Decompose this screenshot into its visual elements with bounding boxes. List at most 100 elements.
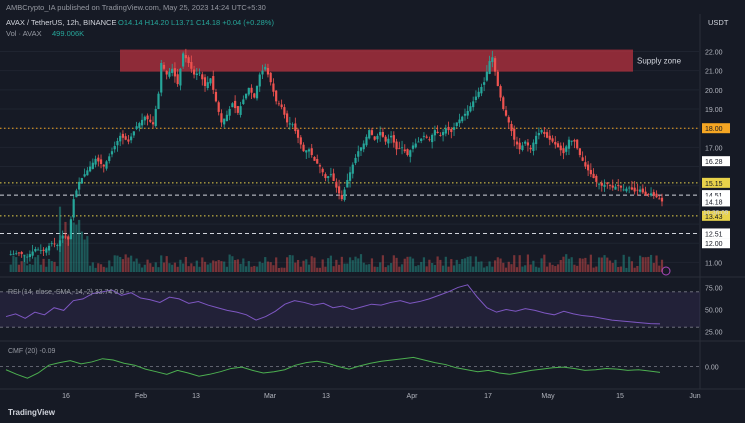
candle-body (370, 130, 374, 135)
candle-body (647, 193, 650, 195)
volume-bar (47, 258, 51, 272)
volume-bar (496, 257, 499, 272)
time-tick-label: Mar (264, 393, 277, 400)
volume-bar (182, 263, 185, 272)
volume-bar (474, 256, 478, 272)
candle-body (154, 109, 157, 126)
volume-bar (124, 254, 127, 272)
candle-body (130, 136, 133, 141)
candle-body (524, 141, 527, 144)
volume-bar (83, 239, 86, 272)
volume-bar (452, 265, 456, 272)
candle-body (381, 132, 384, 137)
volume-bar (242, 258, 245, 272)
candle-body (31, 251, 34, 256)
candle-body (392, 135, 395, 143)
volume-bar (234, 260, 237, 272)
candle-body (179, 68, 182, 86)
candle-body (562, 148, 565, 154)
volume-bar (130, 255, 133, 272)
candle-body (239, 106, 242, 115)
candle-body (455, 122, 458, 127)
volume-bar (584, 257, 587, 272)
volume-bar (639, 255, 642, 272)
volume-bar (414, 266, 417, 272)
volume-value: 499.006K (52, 29, 84, 38)
volume-bar (425, 266, 428, 272)
candle-body (305, 150, 308, 153)
volume-bar (499, 258, 502, 272)
event-marker-icon[interactable] (661, 266, 671, 276)
volume-bar (192, 266, 196, 272)
candle-body (61, 235, 64, 239)
volume-bar (151, 266, 155, 272)
candle-body (162, 64, 166, 69)
candle-body (151, 122, 155, 125)
candle-body (296, 129, 300, 138)
candle-body (584, 162, 587, 167)
volume-bar (567, 258, 571, 272)
time-tick-label: Feb (135, 393, 147, 400)
volume-bar (513, 255, 516, 272)
price-axis[interactable]: 22.00 21.00 20.00 19.00 18.00 17.00 16.28 15.15… (702, 50, 730, 268)
candle-body (485, 71, 488, 81)
volume-bar (299, 266, 302, 272)
volume-bar (94, 267, 97, 272)
candle-body (452, 127, 456, 130)
candle-body (275, 90, 278, 102)
volume-bar (379, 262, 382, 272)
volume-bar (69, 220, 73, 272)
candle-body (195, 73, 198, 76)
candle-body (420, 138, 423, 142)
volume-bar (173, 262, 177, 272)
volume-bar (644, 257, 647, 272)
volume-bar (431, 263, 434, 272)
volume-bar (504, 267, 508, 272)
volume-bar (592, 267, 595, 272)
price-label-badge (702, 238, 730, 249)
volume-bar (286, 257, 289, 272)
volume-bar (581, 258, 584, 272)
volume-bar (140, 267, 144, 272)
volume-bar (206, 264, 209, 272)
candle-body (206, 82, 209, 89)
time-tick-label: 13 (322, 393, 330, 400)
candle-body (318, 165, 322, 167)
supply-zone-box[interactable] (120, 49, 633, 72)
candle-body (64, 236, 67, 238)
candle-body (47, 245, 51, 251)
candle-body (203, 77, 207, 87)
candle-body (83, 174, 86, 177)
candle-body (286, 113, 289, 123)
volume-bar (597, 257, 601, 272)
volume-bar (108, 260, 111, 272)
candle-body (253, 93, 256, 98)
volume-bar (400, 264, 404, 272)
candle-body (244, 93, 248, 99)
time-axis[interactable]: 16 Feb 13 Mar 13 Apr 17 May 15 Jun (62, 393, 701, 400)
candle-body (67, 236, 70, 240)
volume-bar (406, 256, 409, 272)
price-tick-label: 19.00 (705, 107, 723, 114)
candle-body (433, 130, 436, 136)
published-line: AMBCrypto_IA published on TradingView.co… (6, 3, 266, 12)
volume-bar (614, 259, 617, 272)
volume-bar (209, 263, 212, 272)
volume-bar (548, 262, 551, 272)
price-tick-label: 18.00 (705, 126, 723, 133)
candle-body (146, 115, 149, 120)
candle-body (660, 197, 664, 202)
cmf-tick-label: 0.00 (705, 365, 719, 372)
volume-bar (354, 256, 357, 272)
volume-bar (573, 264, 576, 272)
volume-bar (450, 259, 453, 272)
volume-bar (261, 262, 264, 272)
candle-body (447, 126, 450, 131)
price-tick-label: 11.00 (705, 260, 722, 267)
volume-bar (403, 258, 406, 272)
candle-body (472, 101, 475, 108)
candle-body (343, 189, 346, 200)
candle-body (348, 172, 352, 181)
volume-bar (116, 255, 119, 272)
